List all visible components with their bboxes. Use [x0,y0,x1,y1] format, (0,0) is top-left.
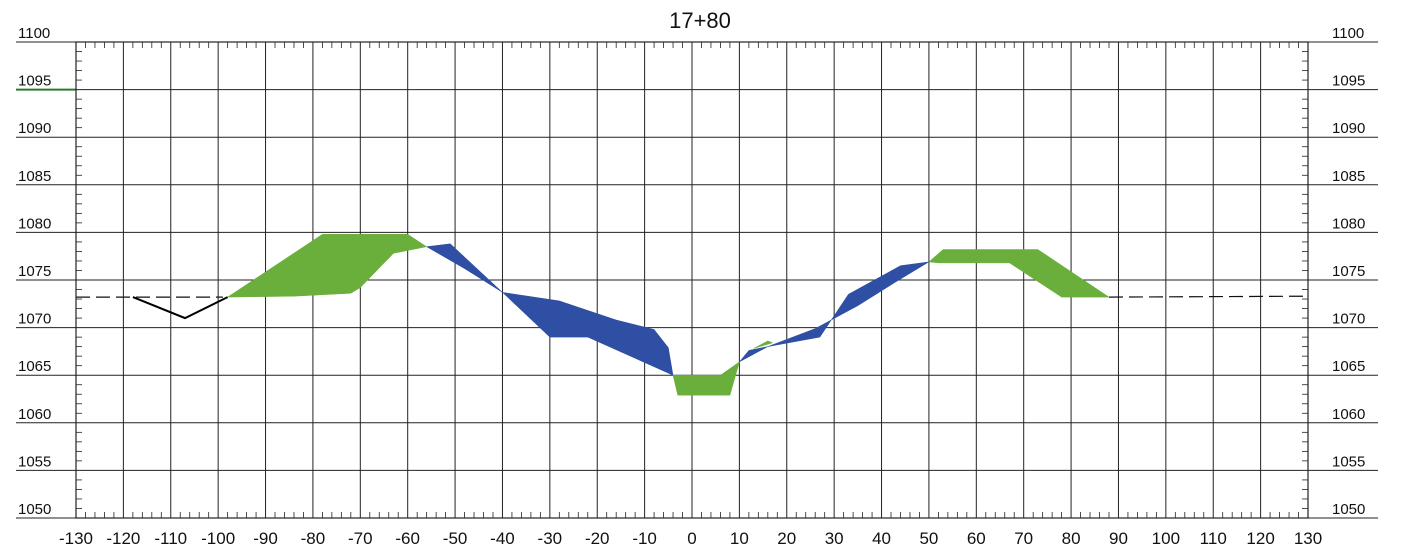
y-tick-label-right: 1095 [1332,73,1365,90]
y-tick-label-left: 1065 [18,358,51,375]
y-tick-label-left: 1055 [18,453,51,470]
y-tick-label-right: 1085 [1332,168,1365,185]
x-tick-label: -20 [585,529,610,548]
x-tick-label: 90 [1109,529,1128,548]
x-tick-label: 120 [1246,529,1274,548]
x-tick-label: -70 [348,529,373,548]
cut-region [425,243,503,293]
y-tick-label-left: 1070 [18,311,51,328]
x-tick-label: -90 [253,529,278,548]
x-tick-label: 20 [777,529,796,548]
x-tick-label: 10 [730,529,749,548]
y-tick-label-left: 1095 [18,73,51,90]
fill-region [753,340,774,349]
x-tick-label: 100 [1152,529,1180,548]
cut-region [767,261,930,347]
x-tick-label: -60 [395,529,420,548]
x-tick-label: -110 [154,529,187,548]
plot-frame [75,41,1309,519]
x-tick-label: 80 [1062,529,1081,548]
y-tick-label-right: 1050 [1332,501,1365,518]
ditch-profile-line [132,296,229,320]
cut-region [739,346,768,363]
y-tick-label-left: 1050 [18,501,51,518]
x-tick-label: -50 [443,529,468,548]
x-tick-label: 50 [919,529,938,548]
y-tick-label-left: 1085 [18,168,51,185]
existing-ground-line-right [1108,295,1309,298]
y-tick-label-right: 1080 [1332,215,1365,232]
fill-region [672,361,740,396]
x-tick-label: -40 [490,529,515,548]
x-tick-label: 70 [1014,529,1033,548]
y-tick-label-right: 1055 [1332,453,1365,470]
y-tick-label-left: 1075 [18,263,51,280]
x-tick-label: -10 [632,529,657,548]
y-tick-label-right: 1070 [1332,311,1365,328]
fill-region [928,249,1110,298]
x-tick-label: 0 [687,529,696,548]
x-tick-label: -30 [538,529,563,548]
y-tick-label-left: 1060 [18,406,51,423]
x-tick-label: 30 [825,529,844,548]
x-tick-label: 110 [1200,529,1227,548]
y-tick-label-right: 1060 [1332,406,1365,423]
y-tick-label-right: 1075 [1332,263,1365,280]
y-tick-label-left: 1080 [18,215,51,232]
x-tick-label: 40 [872,529,891,548]
y-tick-label-left: 1100 [18,25,50,42]
y-tick-label-left: 1090 [18,120,51,137]
x-tick-label: -80 [301,529,326,548]
x-tick-label: -120 [106,529,140,548]
x-tick-label: 130 [1294,529,1322,548]
chart-title: 17+80 [669,8,731,33]
cut-region [501,292,674,376]
y-tick-label-right: 1090 [1332,120,1365,137]
y-tick-label-right: 1065 [1332,358,1365,375]
x-tick-label: 60 [967,529,986,548]
x-tick-label: -100 [201,529,235,548]
y-tick-label-right: 1100 [1332,25,1364,42]
x-tick-label: -130 [59,529,93,548]
fill-region [226,234,428,298]
